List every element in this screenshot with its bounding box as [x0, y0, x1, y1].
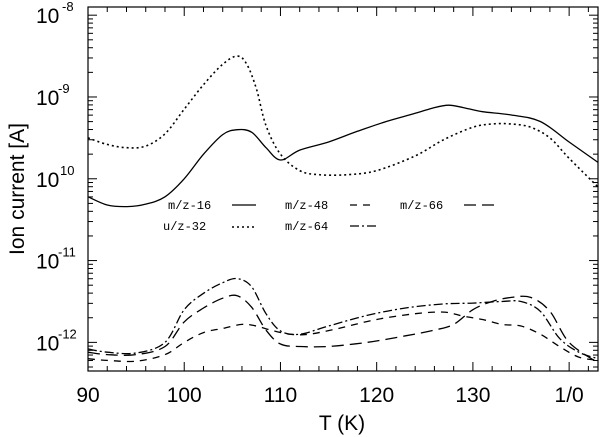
legend: m/z-16 m/z-48 m/z-66 u/z-32 m/z-64 [163, 199, 494, 234]
y-tick-exponent: -9 [58, 81, 70, 96]
y-tick-base: 10 [36, 332, 59, 355]
x-tick-labels: 90 100 110 120 130 1/0 [76, 384, 583, 407]
y-tick-base: 10 [36, 251, 59, 274]
series-line-mz32 [87, 55, 599, 188]
y-tick-exponent: -12 [58, 326, 77, 341]
y-tick-base: 10 [36, 5, 59, 28]
x-tick-label: 100 [167, 384, 202, 407]
y-tick-base: 10 [36, 87, 59, 110]
legend-label-mz48: m/z-48 [285, 199, 328, 213]
series-line-mz64 [87, 277, 599, 360]
y-tick-label: 10 -11 [36, 245, 76, 274]
series-line-mz16 [87, 104, 599, 208]
y-tick-label: 10 -12 [36, 326, 77, 355]
x-tick-label: 120 [359, 384, 394, 407]
y-tick-exponent: -11 [58, 245, 76, 260]
x-tick-label: 90 [76, 384, 99, 407]
legend-label-mz66: m/z-66 [400, 199, 443, 213]
legend-label-mz16: m/z-16 [168, 199, 211, 213]
y-tick-labels: 10 -8 10 -9 10 10 10 -11 10 -12 [36, 0, 77, 355]
y-tick-label: 10 10 [36, 163, 74, 192]
y-tick-label: 10 -9 [36, 81, 70, 110]
y-tick-label: 10 -8 [36, 0, 74, 28]
axis-ticks [87, 7, 598, 371]
x-axis-label: T (K) [319, 412, 365, 435]
series-line-mz66 [87, 294, 599, 364]
y-tick-exponent: 10 [60, 163, 74, 178]
y-tick-exponent: -8 [62, 0, 74, 14]
x-tick-label: 130 [455, 384, 490, 407]
series-lines [87, 55, 599, 364]
plot-frame [87, 6, 599, 372]
y-tick-base: 10 [36, 169, 59, 192]
x-tick-label: 110 [264, 384, 297, 407]
series-line-mz48 [87, 311, 599, 363]
x-tick-label: 1/0 [555, 384, 584, 407]
y-axis-label: Ion current [A] [6, 123, 29, 255]
legend-label-mz64: m/z-64 [285, 220, 328, 234]
legend-label-mz32: u/z-32 [163, 220, 206, 234]
